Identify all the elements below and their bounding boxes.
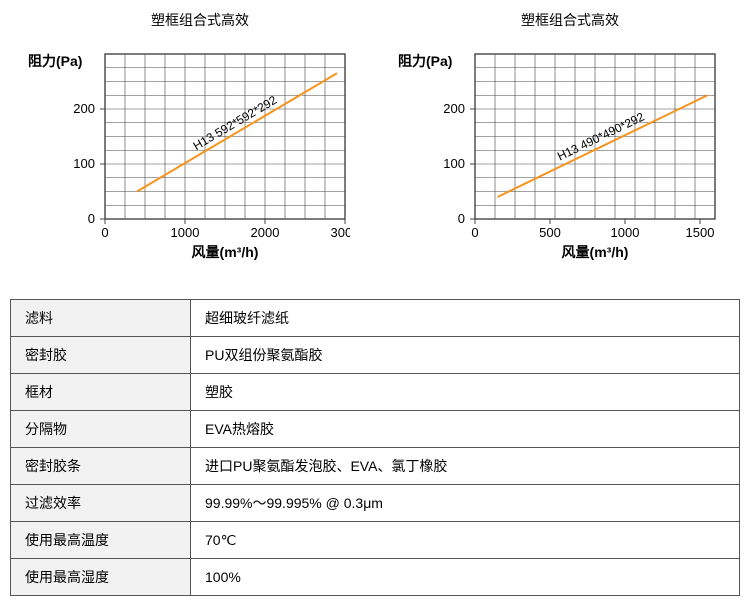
svg-text:200: 200 <box>443 101 465 116</box>
svg-text:0: 0 <box>88 211 95 226</box>
svg-text:阻力(Pa): 阻力(Pa) <box>398 53 452 69</box>
svg-text:200: 200 <box>73 101 95 116</box>
svg-text:风量(m³/h): 风量(m³/h) <box>562 244 629 260</box>
spec-label: 密封胶 <box>11 337 191 374</box>
svg-text:1000: 1000 <box>611 225 640 240</box>
table-row: 使用最高温度70℃ <box>11 522 740 559</box>
spec-table: 滤料超细玻纤滤纸密封胶PU双组份聚氨酯胶框材塑胶分隔物EVA热熔胶密封胶条进口P… <box>10 299 740 596</box>
table-row: 使用最高湿度100% <box>11 559 740 596</box>
chart-1-svg: 01000200030000100200风量(m³/h)阻力(Pa)H13 59… <box>10 34 350 274</box>
table-row: 分隔物EVA热熔胶 <box>11 411 740 448</box>
spec-value: 70℃ <box>191 522 740 559</box>
table-row: 密封胶PU双组份聚氨酯胶 <box>11 337 740 374</box>
chart-1-title: 塑框组合式高效 <box>10 10 350 30</box>
spec-label: 滤料 <box>11 300 191 337</box>
svg-text:风量(m³/h): 风量(m³/h) <box>192 244 259 260</box>
table-row: 密封胶条进口PU聚氨酯发泡胶、EVA、氯丁橡胶 <box>11 448 740 485</box>
spec-value: PU双组份聚氨酯胶 <box>191 337 740 374</box>
spec-value: 进口PU聚氨酯发泡胶、EVA、氯丁橡胶 <box>191 448 740 485</box>
chart-2: 塑框组合式高效 0 500 1000 1500 0 100 200 风量(m³/h) 阻力(Pa… <box>380 10 720 279</box>
spec-label: 使用最高温度 <box>11 522 191 559</box>
chart-2-svg: 0500100015000100200风量(m³/h)阻力(Pa)H13 490… <box>380 34 720 274</box>
chart-2-title: 塑框组合式高效 <box>380 10 720 30</box>
spec-value: 100% <box>191 559 740 596</box>
svg-text:2000: 2000 <box>251 225 280 240</box>
svg-text:0: 0 <box>101 225 108 240</box>
spec-value: EVA热熔胶 <box>191 411 740 448</box>
spec-value: 99.99%～99.995% @ 0.3μm <box>191 485 740 522</box>
svg-text:500: 500 <box>539 225 561 240</box>
svg-text:0: 0 <box>458 211 465 226</box>
svg-text:100: 100 <box>443 156 465 171</box>
spec-label: 过滤效率 <box>11 485 191 522</box>
table-row: 框材塑胶 <box>11 374 740 411</box>
table-row: 过滤效率99.99%～99.995% @ 0.3μm <box>11 485 740 522</box>
charts-row: 塑框组合式高效 01000200030000100200风量(m³/h)阻力(P… <box>10 10 740 279</box>
spec-value: 塑胶 <box>191 374 740 411</box>
spec-label: 分隔物 <box>11 411 191 448</box>
svg-text:100: 100 <box>73 156 95 171</box>
svg-text:3000: 3000 <box>331 225 350 240</box>
spec-label: 框材 <box>11 374 191 411</box>
chart-1: 塑框组合式高效 0 1000 2000 3000 0 100 200 风量(m³/h) 阻力(P… <box>10 10 350 279</box>
table-row: 滤料超细玻纤滤纸 <box>11 300 740 337</box>
spec-label: 密封胶条 <box>11 448 191 485</box>
svg-text:0: 0 <box>471 225 478 240</box>
svg-text:阻力(Pa): 阻力(Pa) <box>28 53 82 69</box>
spec-value: 超细玻纤滤纸 <box>191 300 740 337</box>
svg-text:1000: 1000 <box>171 225 200 240</box>
svg-text:1500: 1500 <box>686 225 715 240</box>
spec-label: 使用最高湿度 <box>11 559 191 596</box>
